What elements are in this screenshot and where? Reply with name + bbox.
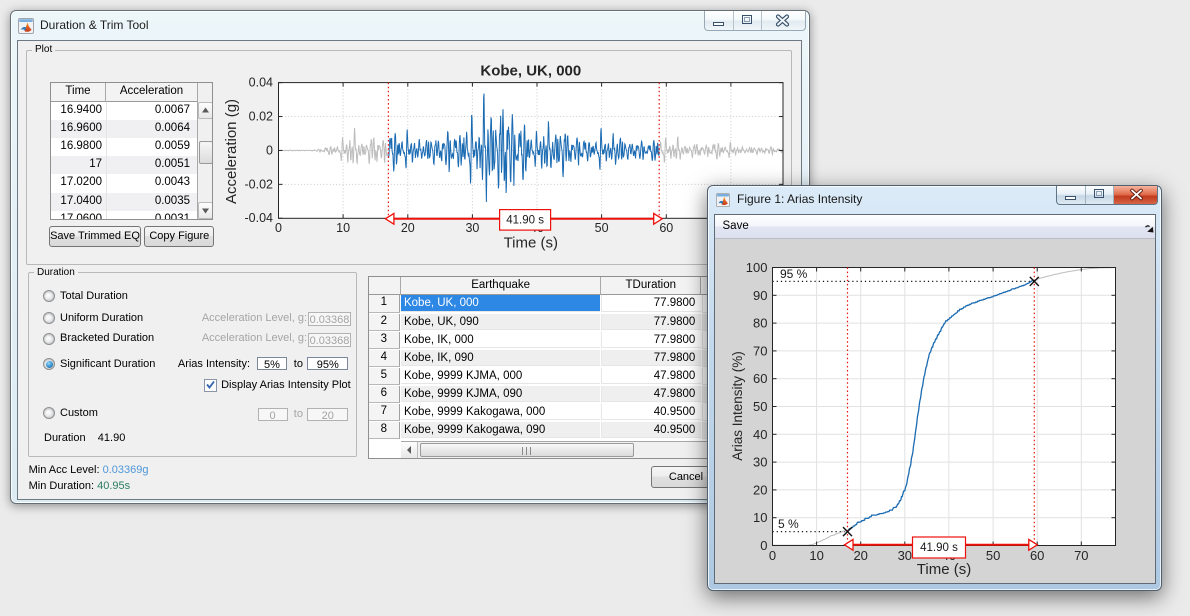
svg-text:Time (s): Time (s) (916, 561, 970, 578)
svg-text:10: 10 (809, 548, 823, 563)
svg-text:100: 100 (745, 260, 767, 275)
svg-text:50: 50 (595, 221, 609, 235)
svg-text:30: 30 (897, 548, 911, 563)
svg-text:40: 40 (753, 427, 767, 442)
svg-text:20: 20 (753, 482, 767, 497)
svg-text:0: 0 (266, 144, 273, 158)
svg-text:41.90 s: 41.90 s (506, 215, 544, 227)
svg-text:80: 80 (753, 316, 767, 331)
svg-text:Kobe, UK, 000: Kobe, UK, 000 (480, 63, 581, 80)
svg-text:Arias Intensity (%): Arias Intensity (%) (730, 351, 745, 461)
svg-text:0: 0 (760, 538, 767, 553)
svg-text:0: 0 (275, 221, 282, 235)
svg-text:20: 20 (853, 548, 867, 563)
svg-text:10: 10 (336, 221, 350, 235)
svg-text:-0.02: -0.02 (245, 177, 274, 191)
svg-text:30: 30 (465, 221, 479, 235)
svg-text:70: 70 (753, 343, 767, 358)
svg-text:0: 0 (768, 548, 775, 563)
svg-text:0.02: 0.02 (249, 110, 273, 124)
svg-text:20: 20 (401, 221, 415, 235)
svg-text:50: 50 (753, 399, 767, 414)
svg-text:10: 10 (753, 510, 767, 525)
svg-text:Acceleration (g): Acceleration (g) (223, 99, 240, 204)
svg-text:60: 60 (659, 221, 673, 235)
svg-text:5 %: 5 % (778, 517, 799, 531)
svg-text:30: 30 (753, 455, 767, 470)
svg-text:90: 90 (753, 288, 767, 303)
svg-text:-0.04: -0.04 (245, 211, 274, 225)
svg-text:60: 60 (753, 371, 767, 386)
svg-text:0.04: 0.04 (249, 76, 273, 90)
svg-text:60: 60 (1029, 548, 1043, 563)
svg-text:Time (s): Time (s) (504, 235, 558, 252)
svg-text:50: 50 (985, 548, 999, 563)
svg-text:41.90 s: 41.90 s (920, 542, 958, 554)
svg-text:95 %: 95 % (780, 267, 808, 281)
svg-text:70: 70 (1074, 548, 1088, 563)
